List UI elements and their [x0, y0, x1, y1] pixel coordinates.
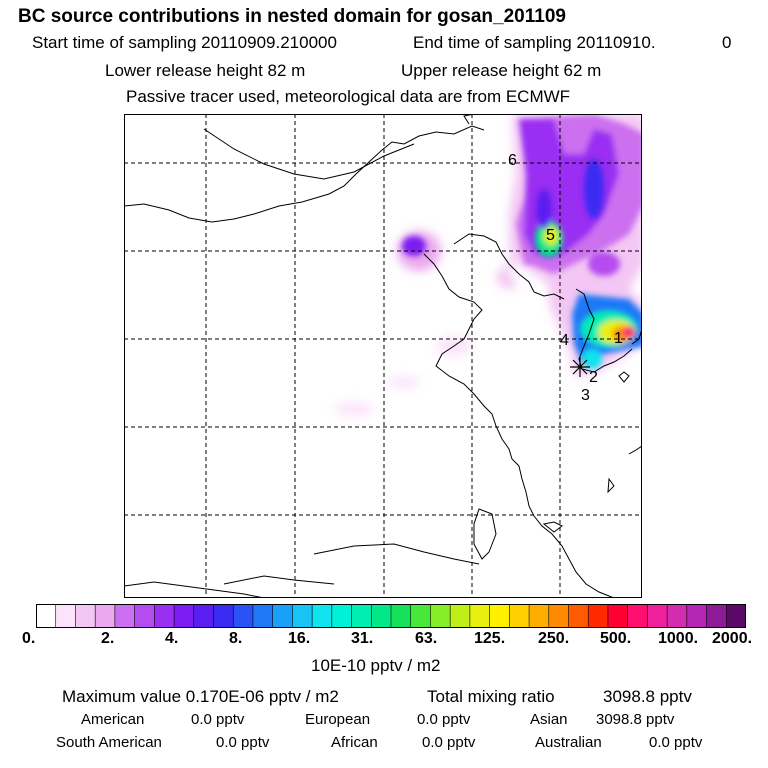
colorbar-cell — [587, 604, 609, 628]
region-name-south-american: South American — [56, 734, 162, 751]
region-value-european: 0.0 pptv — [417, 711, 471, 728]
region-value-australian: 0.0 pptv — [649, 734, 703, 751]
colorbar-cell — [725, 604, 746, 628]
source-marker-2: 2 — [589, 369, 598, 386]
colorbar-cell — [75, 604, 96, 628]
plume-core — [535, 159, 642, 369]
colorbar-cell — [647, 604, 668, 628]
colorbar-cell — [154, 604, 175, 628]
colorbar-tick-2: 4. — [165, 630, 179, 647]
colorbar-cell — [489, 604, 511, 628]
colorbar-cell — [449, 604, 471, 628]
map-plot: 1 2 3 4 5 6 — [124, 114, 642, 598]
colorbar-frame — [36, 604, 746, 628]
colorbar-cell — [193, 604, 215, 628]
colorbar-cell — [94, 604, 116, 628]
colorbar-tick-4: 16. — [288, 630, 311, 647]
colorbar-cell — [469, 604, 491, 628]
colorbar-cell — [232, 604, 254, 628]
colorbar-cell — [252, 604, 274, 628]
colorbar-tick-9: 500. — [600, 630, 632, 647]
colorbar-tick-7: 125. — [474, 630, 506, 647]
colorbar-cell — [410, 604, 432, 628]
colorbar-tick-8: 250. — [538, 630, 570, 647]
colorbar-cell — [666, 604, 688, 628]
receptor-marker — [570, 357, 590, 377]
max-value-label: Maximum value 0.170E-06 pptv / m2 — [62, 687, 339, 706]
source-marker-3: 3 — [581, 387, 590, 404]
colorbar-cell — [331, 604, 353, 628]
map-grid — [124, 114, 642, 598]
colorbar-cell — [607, 604, 629, 628]
tracer-note: Passive tracer used, meteorological data… — [126, 87, 571, 106]
source-labels: 1 2 3 4 5 6 — [508, 152, 623, 404]
region-name-american: American — [81, 711, 145, 728]
colorbar-tick-3: 8. — [229, 630, 243, 647]
colorbar-cell — [134, 604, 156, 628]
colorbar-cell — [430, 604, 451, 628]
source-marker-1: 1 — [614, 330, 623, 347]
end-time-value: 0 — [722, 33, 732, 52]
colorbar-tick-6: 63. — [415, 630, 438, 647]
source-marker-5: 5 — [546, 227, 555, 244]
colorbar-cell — [706, 604, 728, 628]
total-mixing-value: 3098.8 pptv — [603, 687, 692, 706]
map-frame — [124, 114, 642, 598]
region-name-european: European — [305, 711, 371, 728]
colorbar-cell — [311, 604, 333, 628]
chart-title: BC source contributions in nested domain… — [18, 6, 566, 27]
source-marker-6: 6 — [508, 152, 517, 169]
colorbar-cell — [370, 604, 392, 628]
colorbar-cell — [36, 604, 57, 628]
upper-release-height: Upper release height 62 m — [401, 61, 602, 80]
source-marker-4: 4 — [560, 332, 569, 349]
colorbar-tick-0: 0. — [22, 630, 36, 647]
region-name-australian: Australian — [535, 734, 602, 751]
region-value-south-american: 0.0 pptv — [216, 734, 270, 751]
coastlines — [124, 114, 642, 598]
colorbar-cells — [36, 604, 746, 628]
colorbar-cell — [213, 604, 235, 628]
colorbar-cell — [686, 604, 708, 628]
colorbar-cell — [627, 604, 649, 628]
colorbar-cell — [351, 604, 373, 628]
colorbar-tick-10: 1000. — [658, 630, 699, 647]
colorbar-cell — [292, 604, 313, 628]
colorbar-cell — [114, 604, 136, 628]
region-value-asian: 3098.8 pptv — [596, 711, 675, 728]
colorbar — [36, 604, 746, 628]
region-value-african: 0.0 pptv — [422, 734, 476, 751]
region-name-african: African — [331, 734, 378, 751]
colorbar-tick-5: 31. — [351, 630, 374, 647]
colorbar-cell — [509, 604, 530, 628]
region-value-american: 0.0 pptv — [191, 711, 245, 728]
colorbar-cell — [548, 604, 570, 628]
plume-layer — [334, 114, 642, 416]
colorbar-cell — [390, 604, 412, 628]
lower-release-height: Lower release height 82 m — [105, 61, 306, 80]
colorbar-tick-11: 2000. — [712, 630, 753, 647]
colorbar-cell — [528, 604, 550, 628]
colorbar-cell — [568, 604, 590, 628]
colorbar-cell — [173, 604, 195, 628]
total-mixing-label: Total mixing ratio — [427, 687, 555, 706]
colorbar-cell — [272, 604, 294, 628]
colorbar-unit: 10E-10 pptv / m2 — [311, 656, 441, 675]
region-name-asian: Asian — [530, 711, 568, 728]
colorbar-tick-1: 2. — [101, 630, 115, 647]
end-time-label: End time of sampling 20110910. — [413, 33, 656, 52]
start-time-label: Start time of sampling 20110909.210000 — [32, 33, 337, 52]
colorbar-cell — [55, 604, 77, 628]
